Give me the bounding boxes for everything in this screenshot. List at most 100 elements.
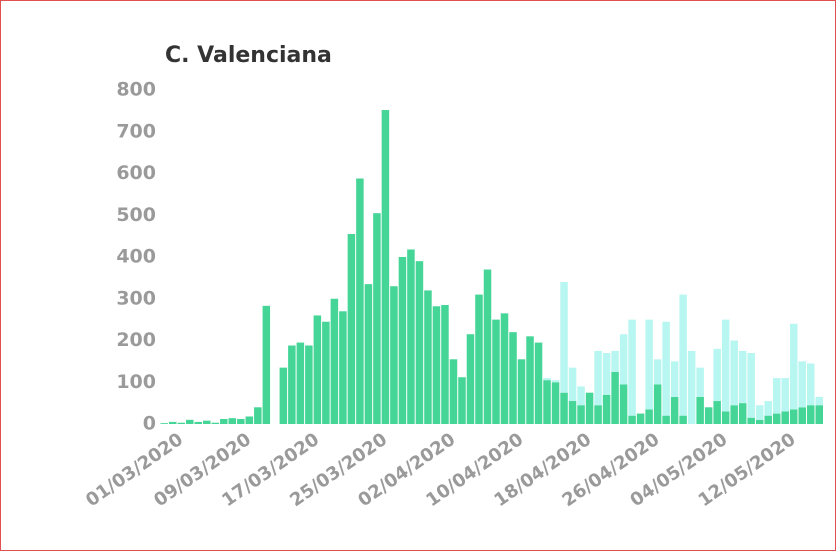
- y-tick-label: 500: [116, 204, 156, 226]
- bar: [203, 420, 211, 424]
- bar: [670, 396, 679, 424]
- bar: [568, 401, 577, 424]
- bar: [560, 282, 568, 393]
- y-tick-label: 100: [116, 371, 156, 393]
- bar: [466, 334, 475, 424]
- bar: [305, 345, 313, 424]
- bar: [662, 321, 670, 416]
- bar: [772, 413, 781, 424]
- y-tick-label: 400: [116, 246, 156, 268]
- bar: [543, 378, 551, 381]
- bar: [806, 405, 815, 424]
- y-tick-label: 0: [143, 413, 156, 435]
- bar: [390, 286, 398, 424]
- bar: [730, 405, 738, 424]
- bar: [653, 359, 662, 385]
- bar: [721, 411, 730, 424]
- bar: [347, 234, 356, 424]
- bar: [211, 422, 220, 424]
- bar: [789, 323, 798, 410]
- bar: [662, 415, 670, 424]
- bar: [679, 415, 687, 424]
- bar: [458, 377, 466, 424]
- bar: [313, 315, 322, 424]
- bar: [747, 353, 755, 418]
- bar: [772, 378, 781, 414]
- bar: [568, 367, 577, 402]
- bar: [789, 409, 798, 424]
- bar: [594, 405, 602, 424]
- bar: [738, 350, 747, 404]
- bar: [364, 284, 373, 424]
- bar: [373, 213, 381, 424]
- bar: [517, 359, 526, 424]
- bar: [543, 380, 551, 424]
- bar: [755, 405, 764, 420]
- bar: [551, 380, 560, 383]
- bar: [415, 261, 424, 424]
- bar: [738, 403, 747, 424]
- bar: [194, 421, 203, 424]
- bar: [500, 313, 509, 424]
- bar: [169, 421, 177, 424]
- bar: [611, 371, 619, 424]
- bar: [585, 392, 594, 424]
- bar: [551, 382, 560, 424]
- bar: [815, 405, 823, 424]
- bar: [296, 342, 305, 424]
- bar: [679, 294, 687, 416]
- bar: [619, 384, 628, 424]
- bar: [721, 319, 730, 412]
- bar: [509, 332, 517, 424]
- bar: [237, 418, 245, 424]
- bar: [798, 407, 806, 424]
- bar: [764, 415, 772, 424]
- bar: [611, 350, 619, 372]
- bar: [653, 384, 662, 424]
- bar: [628, 415, 636, 424]
- bar: [424, 290, 432, 424]
- bar: [645, 409, 653, 424]
- bar: [483, 269, 492, 424]
- bar: [526, 336, 534, 424]
- bar: [806, 363, 815, 406]
- y-tick-label: 600: [116, 162, 156, 184]
- bar: [781, 378, 789, 412]
- bar: [322, 321, 330, 424]
- bar: [687, 350, 696, 424]
- bar: [220, 418, 228, 424]
- bar: [798, 361, 806, 408]
- bar: [534, 342, 543, 424]
- bar: [330, 298, 339, 424]
- bar: [356, 178, 364, 424]
- bar: [713, 348, 721, 402]
- y-tick-label: 200: [116, 329, 156, 351]
- bar: [449, 359, 458, 424]
- bar: [492, 319, 500, 424]
- bar: [245, 416, 254, 424]
- bar: [594, 350, 602, 406]
- bar: [577, 386, 585, 406]
- bar: [602, 353, 611, 395]
- bar: [645, 319, 653, 410]
- bar: [696, 396, 704, 424]
- bar: [186, 419, 194, 424]
- bar: [755, 419, 764, 424]
- bar: [602, 394, 611, 424]
- bar: [279, 367, 288, 424]
- bar: [628, 319, 636, 416]
- y-tick-label: 300: [116, 287, 156, 309]
- bar: [254, 407, 262, 424]
- bar: [764, 401, 772, 416]
- bar: [339, 311, 347, 424]
- bar: [177, 422, 186, 424]
- bar: [441, 305, 449, 424]
- bar: [381, 110, 390, 424]
- bar: [407, 249, 415, 424]
- y-tick-label: 800: [116, 79, 156, 101]
- bar: [475, 294, 483, 424]
- bar: [696, 367, 704, 397]
- bar: [815, 396, 823, 406]
